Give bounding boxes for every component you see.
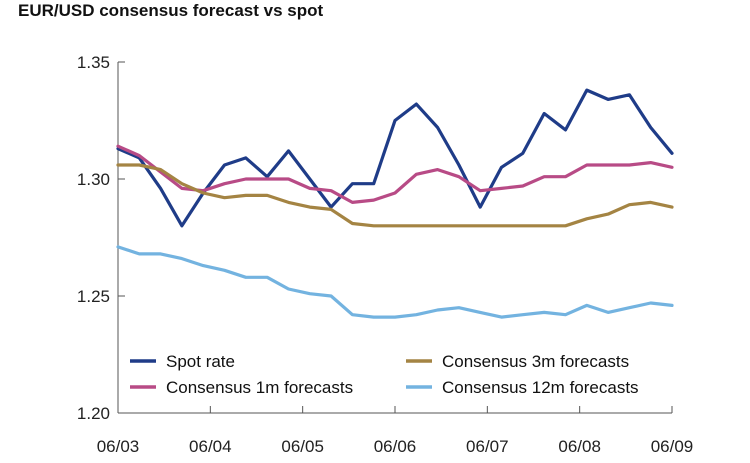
- legend-label-2: Consensus 1m forecasts: [166, 378, 353, 397]
- x-tick-label: 06/05: [281, 437, 324, 456]
- series-line-3: [116, 163, 674, 228]
- legend-label-3: Consensus 3m forecasts: [442, 352, 629, 371]
- x-tick-label: 06/07: [466, 437, 509, 456]
- x-tick-label: 06/04: [189, 437, 232, 456]
- chart-title: EUR/USD consensus forecast vs spot: [18, 1, 323, 20]
- series-lines: [116, 88, 674, 319]
- x-tick-label: 06/09: [651, 437, 694, 456]
- series-line-1: [116, 88, 674, 228]
- x-tick-label: 06/06: [374, 437, 417, 456]
- axes: 1.20 1.25 1.30 1.35 06/03 06/04 06/05 06/06 06/0…: [77, 53, 693, 456]
- y-tick-label: 1.30: [77, 170, 110, 189]
- legend-label-1: Spot rate: [166, 352, 235, 371]
- y-tick-label: 1.20: [77, 404, 110, 423]
- x-tick-label: 06/08: [558, 437, 601, 456]
- series-line-2: [116, 144, 674, 204]
- series-line-4: [116, 245, 674, 319]
- x-tick-label: 06/03: [97, 437, 140, 456]
- y-tick-label: 1.25: [77, 287, 110, 306]
- legend: Spot rate Consensus 1m forecasts Consensus…: [130, 352, 639, 397]
- y-tick-label: 1.35: [77, 53, 110, 72]
- legend-label-4: Consensus 12m forecasts: [442, 378, 639, 397]
